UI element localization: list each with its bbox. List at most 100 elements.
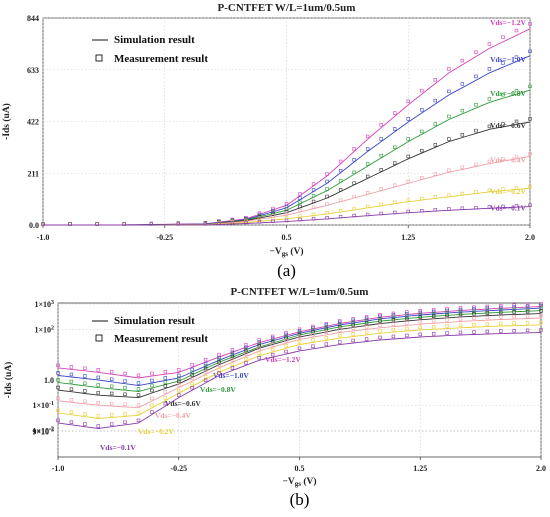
measurement-point	[487, 205, 492, 209]
measurement-point	[460, 108, 465, 113]
measurement-point	[244, 352, 248, 356]
measurement-point	[270, 336, 275, 340]
measurement-point	[325, 211, 329, 215]
measurement-point	[447, 137, 451, 141]
measurement-point	[136, 373, 141, 378]
measurement-point	[69, 372, 74, 377]
measurement-point	[474, 190, 478, 194]
measurement-point	[203, 357, 208, 362]
measurement-point	[379, 153, 383, 158]
measurement-point	[433, 143, 438, 147]
measurement-point	[190, 376, 194, 381]
measurement-point	[163, 390, 168, 394]
measurement-point	[122, 222, 126, 226]
measurement-point	[485, 306, 490, 310]
measurement-point	[378, 319, 382, 323]
measurement-point	[420, 88, 424, 93]
measurement-point	[391, 327, 396, 332]
measurement-point	[177, 388, 181, 393]
measurement-point	[338, 159, 343, 164]
simulation-line	[57, 313, 542, 399]
measurement-point	[244, 345, 248, 349]
measurement-point	[83, 389, 87, 393]
measurement-point	[217, 368, 221, 372]
measurement-point	[217, 221, 221, 226]
measurement-point	[123, 420, 127, 424]
y-tick-label: 1.0	[44, 376, 54, 385]
measurement-point	[297, 346, 302, 351]
measurement-point	[393, 161, 397, 165]
measurement-point	[163, 396, 168, 400]
measurement-point	[378, 316, 382, 321]
measurement-point	[297, 340, 302, 344]
measurement-point	[501, 122, 505, 126]
measurement-point	[514, 119, 519, 124]
measurement-point	[539, 313, 543, 318]
measurement-point	[431, 324, 436, 329]
measurement-point	[365, 162, 370, 166]
measurement-point	[257, 340, 261, 344]
measurement-point	[352, 181, 356, 185]
measurement-point	[499, 305, 503, 310]
measurement-point	[163, 384, 168, 388]
measurement-point	[472, 307, 476, 311]
measurement-point	[393, 145, 397, 149]
measurement-point	[485, 322, 490, 326]
measurement-point	[528, 152, 532, 156]
chart-b: P-CNTFET W/L=1um/0.5um -1.0 -0.25 0.5 1.25 2.…	[3, 286, 546, 509]
measurement-point	[365, 204, 370, 209]
measurement-point	[109, 377, 114, 381]
measurement-point	[109, 384, 114, 389]
measurement-point	[472, 330, 476, 334]
measurement-point	[96, 401, 100, 405]
measurement-point	[325, 194, 329, 199]
measurement-point	[311, 344, 315, 348]
measurement-point	[41, 222, 45, 226]
legend-entry-measurement: Measurement result	[114, 53, 208, 65]
measurement-point	[406, 179, 410, 184]
measurement-point	[298, 204, 302, 209]
y-tick-base: 1×10	[32, 401, 49, 410]
measurement-point	[393, 210, 397, 215]
measurement-point	[69, 410, 74, 414]
measurement-point	[499, 321, 503, 326]
measurement-point	[445, 324, 449, 328]
measurement-point	[109, 401, 114, 406]
measurement-point	[311, 338, 315, 342]
measurement-point	[364, 321, 369, 325]
measurement-point	[501, 187, 505, 191]
measurement-point	[244, 220, 248, 225]
measurement-point	[271, 219, 275, 223]
measurement-point	[378, 335, 382, 340]
measurement-point	[514, 204, 519, 208]
measurement-point	[311, 182, 316, 186]
measurement-point	[217, 356, 221, 360]
measurement-point	[271, 217, 275, 221]
measurement-point	[338, 340, 342, 344]
measurement-point	[69, 387, 74, 391]
measurement-point	[528, 117, 532, 121]
measurement-point	[177, 368, 181, 372]
measurement-point	[311, 326, 315, 330]
measurement-point	[298, 217, 302, 222]
measurement-point	[364, 325, 369, 329]
measurement-point	[378, 314, 382, 319]
measurement-point	[297, 330, 302, 335]
measurement-point	[257, 346, 261, 351]
measurement-point	[364, 330, 369, 335]
x-axis-label: −Vgs (V)	[282, 476, 316, 488]
measurement-point	[474, 128, 478, 133]
measurement-point	[69, 365, 74, 369]
measurement-point	[512, 328, 516, 333]
measurement-point	[176, 222, 180, 226]
measurement-point	[512, 314, 516, 319]
measurement-point	[512, 303, 516, 307]
y-tick-label: 633	[27, 66, 39, 75]
measurement-point	[217, 358, 221, 362]
measurement-point	[474, 103, 478, 107]
measurement-point	[406, 117, 410, 121]
measurement-point	[460, 58, 465, 63]
measurement-point	[460, 191, 465, 196]
x-axis-label-sub: gs	[295, 480, 302, 488]
measurement-point	[136, 418, 141, 423]
